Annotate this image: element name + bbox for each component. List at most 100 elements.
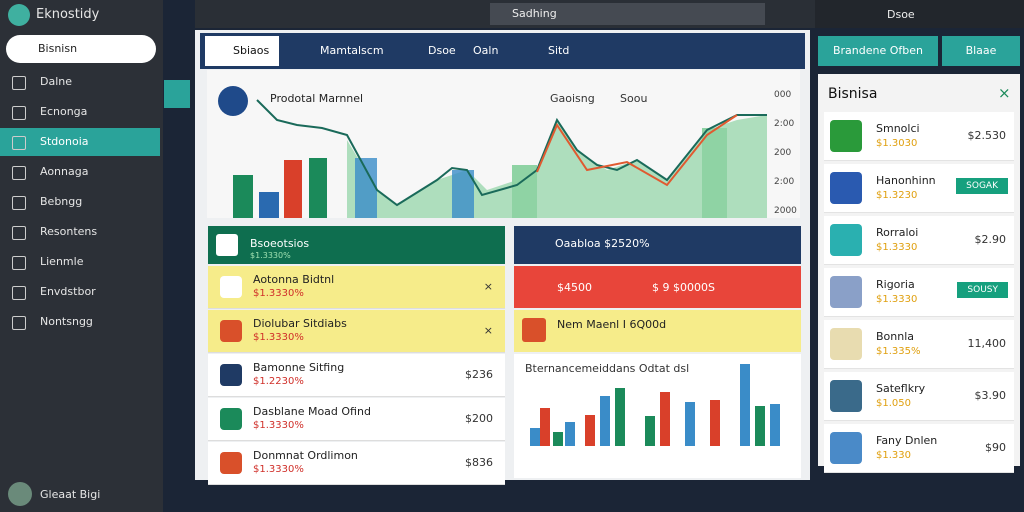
close[interactable]: × bbox=[998, 84, 1011, 102]
item-name: Bonnla bbox=[876, 330, 915, 343]
mini-chart bbox=[530, 364, 780, 446]
list-row[interactable]: Dasblane Moad Ofind $1.3330% $200 bbox=[208, 398, 505, 441]
row-sub: $1.2230% bbox=[253, 376, 304, 387]
top-right bbox=[815, 0, 1024, 28]
legend: Gaoisng bbox=[550, 92, 595, 105]
top-search[interactable]: Sadhing bbox=[490, 3, 765, 25]
tab[interactable]: Sbiaos bbox=[205, 36, 280, 66]
item-name: Rorraloi bbox=[876, 226, 919, 239]
row-sub: $1.3330% bbox=[253, 332, 304, 343]
legend: Soou bbox=[620, 92, 648, 105]
notice-icon bbox=[522, 318, 546, 342]
row-name: Bamonne Sitfing bbox=[253, 361, 345, 374]
avatar bbox=[8, 482, 32, 506]
item-icon bbox=[830, 120, 862, 152]
axis-label: 2:00 bbox=[774, 119, 795, 129]
side-item[interactable]: Bonnla $1.335% 11,400 bbox=[824, 320, 1014, 369]
tab[interactable]: Mamtalscm bbox=[320, 44, 384, 57]
item-icon bbox=[830, 380, 862, 412]
list-row[interactable]: Donmnat Ordlimon $1.3330% $836 bbox=[208, 442, 505, 485]
row-icon bbox=[220, 276, 242, 298]
header-icon bbox=[216, 234, 238, 256]
menu-item[interactable]: Ecnonga bbox=[0, 98, 160, 126]
row-icon bbox=[220, 320, 242, 342]
row-price: $200 bbox=[465, 412, 493, 425]
list-row[interactable]: Aotonna Bidtnl $1.3330% × bbox=[208, 266, 505, 309]
notice: Nem Maenl I 6Q00d bbox=[557, 318, 667, 331]
menu-item[interactable]: Stdonoia bbox=[0, 128, 160, 156]
item-price: $3.90 bbox=[974, 389, 1007, 402]
row-icon bbox=[220, 408, 242, 430]
row-close[interactable]: × bbox=[483, 280, 493, 293]
item-icon bbox=[830, 328, 862, 360]
item-icon bbox=[830, 224, 862, 256]
row-name: Diolubar Sitdiabs bbox=[253, 317, 347, 330]
left-card-subtitle: $1.3330% bbox=[250, 251, 291, 260]
row-icon bbox=[220, 364, 242, 386]
chart-graphic bbox=[233, 99, 767, 218]
item-price: $2.90 bbox=[974, 233, 1007, 246]
search[interactable]: Bisnisn bbox=[6, 35, 156, 63]
item-sub: $1.3030 bbox=[876, 138, 918, 149]
item-sub: $1.3330 bbox=[876, 294, 918, 305]
item-sub: $1.050 bbox=[876, 398, 911, 409]
toggle[interactable] bbox=[164, 80, 190, 108]
button[interactable]: Brandene Ofben bbox=[818, 36, 938, 66]
menu-item[interactable]: Bebngg bbox=[0, 188, 160, 216]
side-item[interactable]: Sateflkry $1.050 $3.90 bbox=[824, 372, 1014, 421]
item-icon bbox=[830, 276, 862, 308]
axis-label: 2:00 bbox=[774, 177, 795, 187]
item-price: $2.530 bbox=[967, 129, 1007, 142]
row-price: $236 bbox=[465, 368, 493, 381]
tab[interactable]: Sitd bbox=[548, 44, 570, 57]
side-item[interactable]: Smnolci $1.3030 $2.530 bbox=[824, 112, 1014, 161]
logo-icon bbox=[8, 4, 30, 26]
menu-item[interactable]: Envdstbor bbox=[0, 278, 160, 306]
tab[interactable]: Oaln bbox=[473, 44, 499, 57]
tab[interactable]: Dsoe bbox=[428, 44, 456, 57]
item-badge[interactable]: SOGAK bbox=[956, 178, 1008, 194]
item-price: $90 bbox=[985, 441, 1006, 454]
row-sub: $1.3330% bbox=[253, 288, 304, 299]
item-name: Smnolci bbox=[876, 122, 920, 135]
mini-chart-title: Bternancemeiddans Odtat dsl bbox=[525, 362, 690, 375]
button[interactable]: Blaae bbox=[942, 36, 1020, 66]
menu-item[interactable]: Nontsngg bbox=[0, 308, 160, 336]
side-item[interactable]: Hanonhinn $1.3230 SOGAK bbox=[824, 164, 1014, 213]
row-close[interactable]: × bbox=[483, 324, 493, 337]
side-item[interactable]: Fany Dnlen $1.330 $90 bbox=[824, 424, 1014, 473]
list-row[interactable]: Bamonne Sitfing $1.2230% $236 bbox=[208, 354, 505, 397]
mini-chart-panel bbox=[514, 354, 801, 478]
item-name: Hanonhinn bbox=[876, 174, 936, 187]
axis-label: 000 bbox=[774, 90, 792, 100]
row-price: $836 bbox=[465, 456, 493, 469]
row-name: Aotonna Bidtnl bbox=[253, 273, 335, 286]
side-item[interactable]: Rigoria $1.3330 SOUSY bbox=[824, 268, 1014, 317]
list-row[interactable]: Diolubar Sitdiabs $1.3330% × bbox=[208, 310, 505, 353]
menu-item[interactable]: Dalne bbox=[0, 68, 160, 96]
right-card-header bbox=[514, 226, 801, 264]
side-item[interactable]: Rorraloi $1.3330 $2.90 bbox=[824, 216, 1014, 265]
menu-item[interactable]: Lienmle bbox=[0, 248, 160, 276]
side-title: Bisnisa bbox=[828, 86, 878, 102]
row-sub: $1.3330% bbox=[253, 464, 304, 475]
item-sub: $1.3230 bbox=[876, 190, 918, 201]
item-sub: $1.330 bbox=[876, 450, 911, 461]
row-icon bbox=[220, 452, 242, 474]
axis-label: 2000 bbox=[774, 206, 797, 216]
chart-icon bbox=[218, 86, 248, 116]
item-price: 11,400 bbox=[967, 337, 1007, 350]
item-name: Sateflkry bbox=[876, 382, 926, 395]
alert: $4500 bbox=[557, 281, 592, 294]
alert-row bbox=[514, 266, 801, 308]
sidebar: Eknostidy Bisnisn Dalne Ecnonga Stdonoia Ao… bbox=[0, 0, 163, 512]
menu-item[interactable]: Resontens bbox=[0, 218, 160, 246]
menu-item[interactable]: Aonnaga bbox=[0, 158, 160, 186]
tab-bar bbox=[200, 33, 805, 69]
item-badge[interactable]: SOUSY bbox=[957, 282, 1008, 298]
item-name: Fany Dnlen bbox=[876, 434, 938, 447]
item-sub: $1.3330 bbox=[876, 242, 918, 253]
logo: Eknostidy bbox=[36, 7, 100, 22]
row-name: Donmnat Ordlimon bbox=[253, 449, 358, 462]
